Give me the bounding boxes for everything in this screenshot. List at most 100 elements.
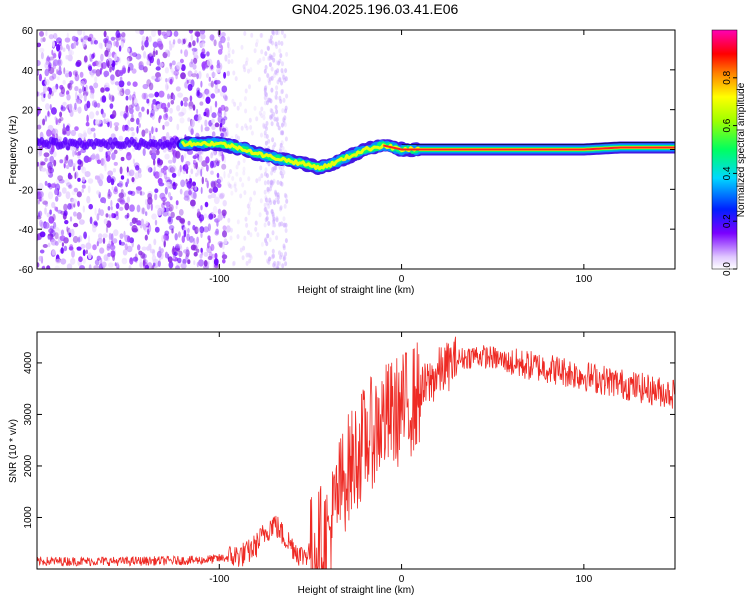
noise-blob (223, 93, 228, 102)
noise-blob (114, 186, 118, 193)
noise-blob (58, 50, 62, 57)
noise-blob (267, 221, 271, 226)
noise-blob (207, 235, 211, 241)
noise-blob (224, 95, 228, 101)
noise-blob (187, 70, 193, 77)
noise-blob (188, 235, 194, 243)
noise-blob (275, 109, 279, 115)
noise-blob (263, 222, 267, 228)
noise-blob (157, 260, 161, 267)
noise-blob (113, 122, 120, 127)
noise-blob (266, 233, 270, 239)
noise-blob (179, 188, 183, 195)
noise-blob (40, 221, 45, 229)
noise-blob (65, 154, 69, 161)
noise-blob (214, 159, 221, 164)
noise-blob (135, 189, 140, 195)
noise-blob (51, 249, 56, 256)
noise-blob (44, 201, 49, 207)
noise-blob (210, 80, 214, 88)
noise-blob (264, 167, 268, 173)
noise-blob (38, 255, 43, 262)
noise-blob (112, 110, 117, 119)
noise-blob (268, 76, 272, 82)
noise-blob (279, 254, 282, 260)
noise-blob (258, 58, 262, 63)
noise-blob (268, 53, 272, 59)
noise-blob (225, 130, 229, 137)
noise-blob (263, 207, 267, 213)
noise-blob (162, 124, 165, 130)
noise-blob (276, 260, 280, 266)
noise-blob (107, 194, 111, 199)
noise-blob (200, 166, 204, 171)
noise-blob (129, 204, 135, 212)
noise-blob (268, 186, 272, 192)
noise-blob (142, 148, 146, 157)
noise-blob (227, 53, 231, 59)
noise-blob (247, 230, 250, 236)
noise-blob (231, 176, 235, 181)
noise-blob (59, 159, 64, 164)
noise-blob (88, 203, 93, 210)
noise-blob (278, 48, 282, 54)
noise-blob (147, 167, 153, 173)
noise-blob (194, 70, 198, 75)
noise-blob (48, 228, 54, 234)
noise-blob (187, 187, 194, 194)
noise-blob (56, 76, 60, 81)
noise-blob (281, 61, 284, 67)
noise-blob (145, 220, 149, 226)
colorbar-tick-label: 0.4 (722, 166, 733, 180)
noise-blob (51, 145, 55, 153)
noise-blob (82, 91, 89, 97)
noise-blob (40, 161, 46, 166)
noise-blob (75, 61, 81, 68)
noise-blob (239, 177, 242, 182)
noise-blob (44, 207, 47, 215)
noise-blob (54, 188, 59, 196)
noise-blob (171, 60, 176, 66)
noise-blob (260, 49, 264, 55)
noise-blob (284, 238, 288, 244)
noise-blob (145, 36, 149, 42)
noise-blob (153, 158, 156, 166)
noise-blob (79, 265, 85, 269)
noise-blob (40, 191, 44, 198)
noise-blob (200, 168, 203, 177)
noise-blob (151, 213, 157, 220)
noise-blob (77, 177, 81, 182)
noise-blob (69, 48, 72, 56)
noise-blob (67, 159, 74, 168)
noise-blob (194, 30, 201, 37)
noise-blob (221, 242, 225, 250)
noise-blob (263, 250, 267, 256)
noise-blob (38, 210, 43, 217)
noise-blob (123, 110, 128, 116)
noise-blob (83, 55, 88, 63)
noise-blob (180, 72, 186, 80)
noise-blob (283, 33, 287, 39)
noise-blob (223, 170, 226, 179)
noise-blob (63, 210, 68, 217)
noise-blob (129, 94, 132, 101)
noise-blob (68, 71, 72, 78)
noise-blob (42, 118, 46, 126)
noise-blob (93, 82, 99, 89)
noise-blob (271, 30, 275, 35)
noise-blob (223, 71, 227, 79)
noise-blob (39, 131, 44, 139)
noise-blob (136, 186, 141, 194)
noise-blob (269, 38, 273, 44)
noise-blob (196, 108, 199, 115)
noise-blob (273, 261, 277, 266)
noise-blob (96, 241, 99, 247)
noise-blob (149, 248, 156, 254)
noise-blob (211, 124, 216, 131)
noise-blob (273, 200, 276, 206)
noise-blob (120, 241, 126, 246)
noise-blob (266, 45, 270, 51)
noise-blob (278, 77, 282, 83)
noise-blob (186, 233, 190, 241)
noise-blob (215, 67, 221, 73)
